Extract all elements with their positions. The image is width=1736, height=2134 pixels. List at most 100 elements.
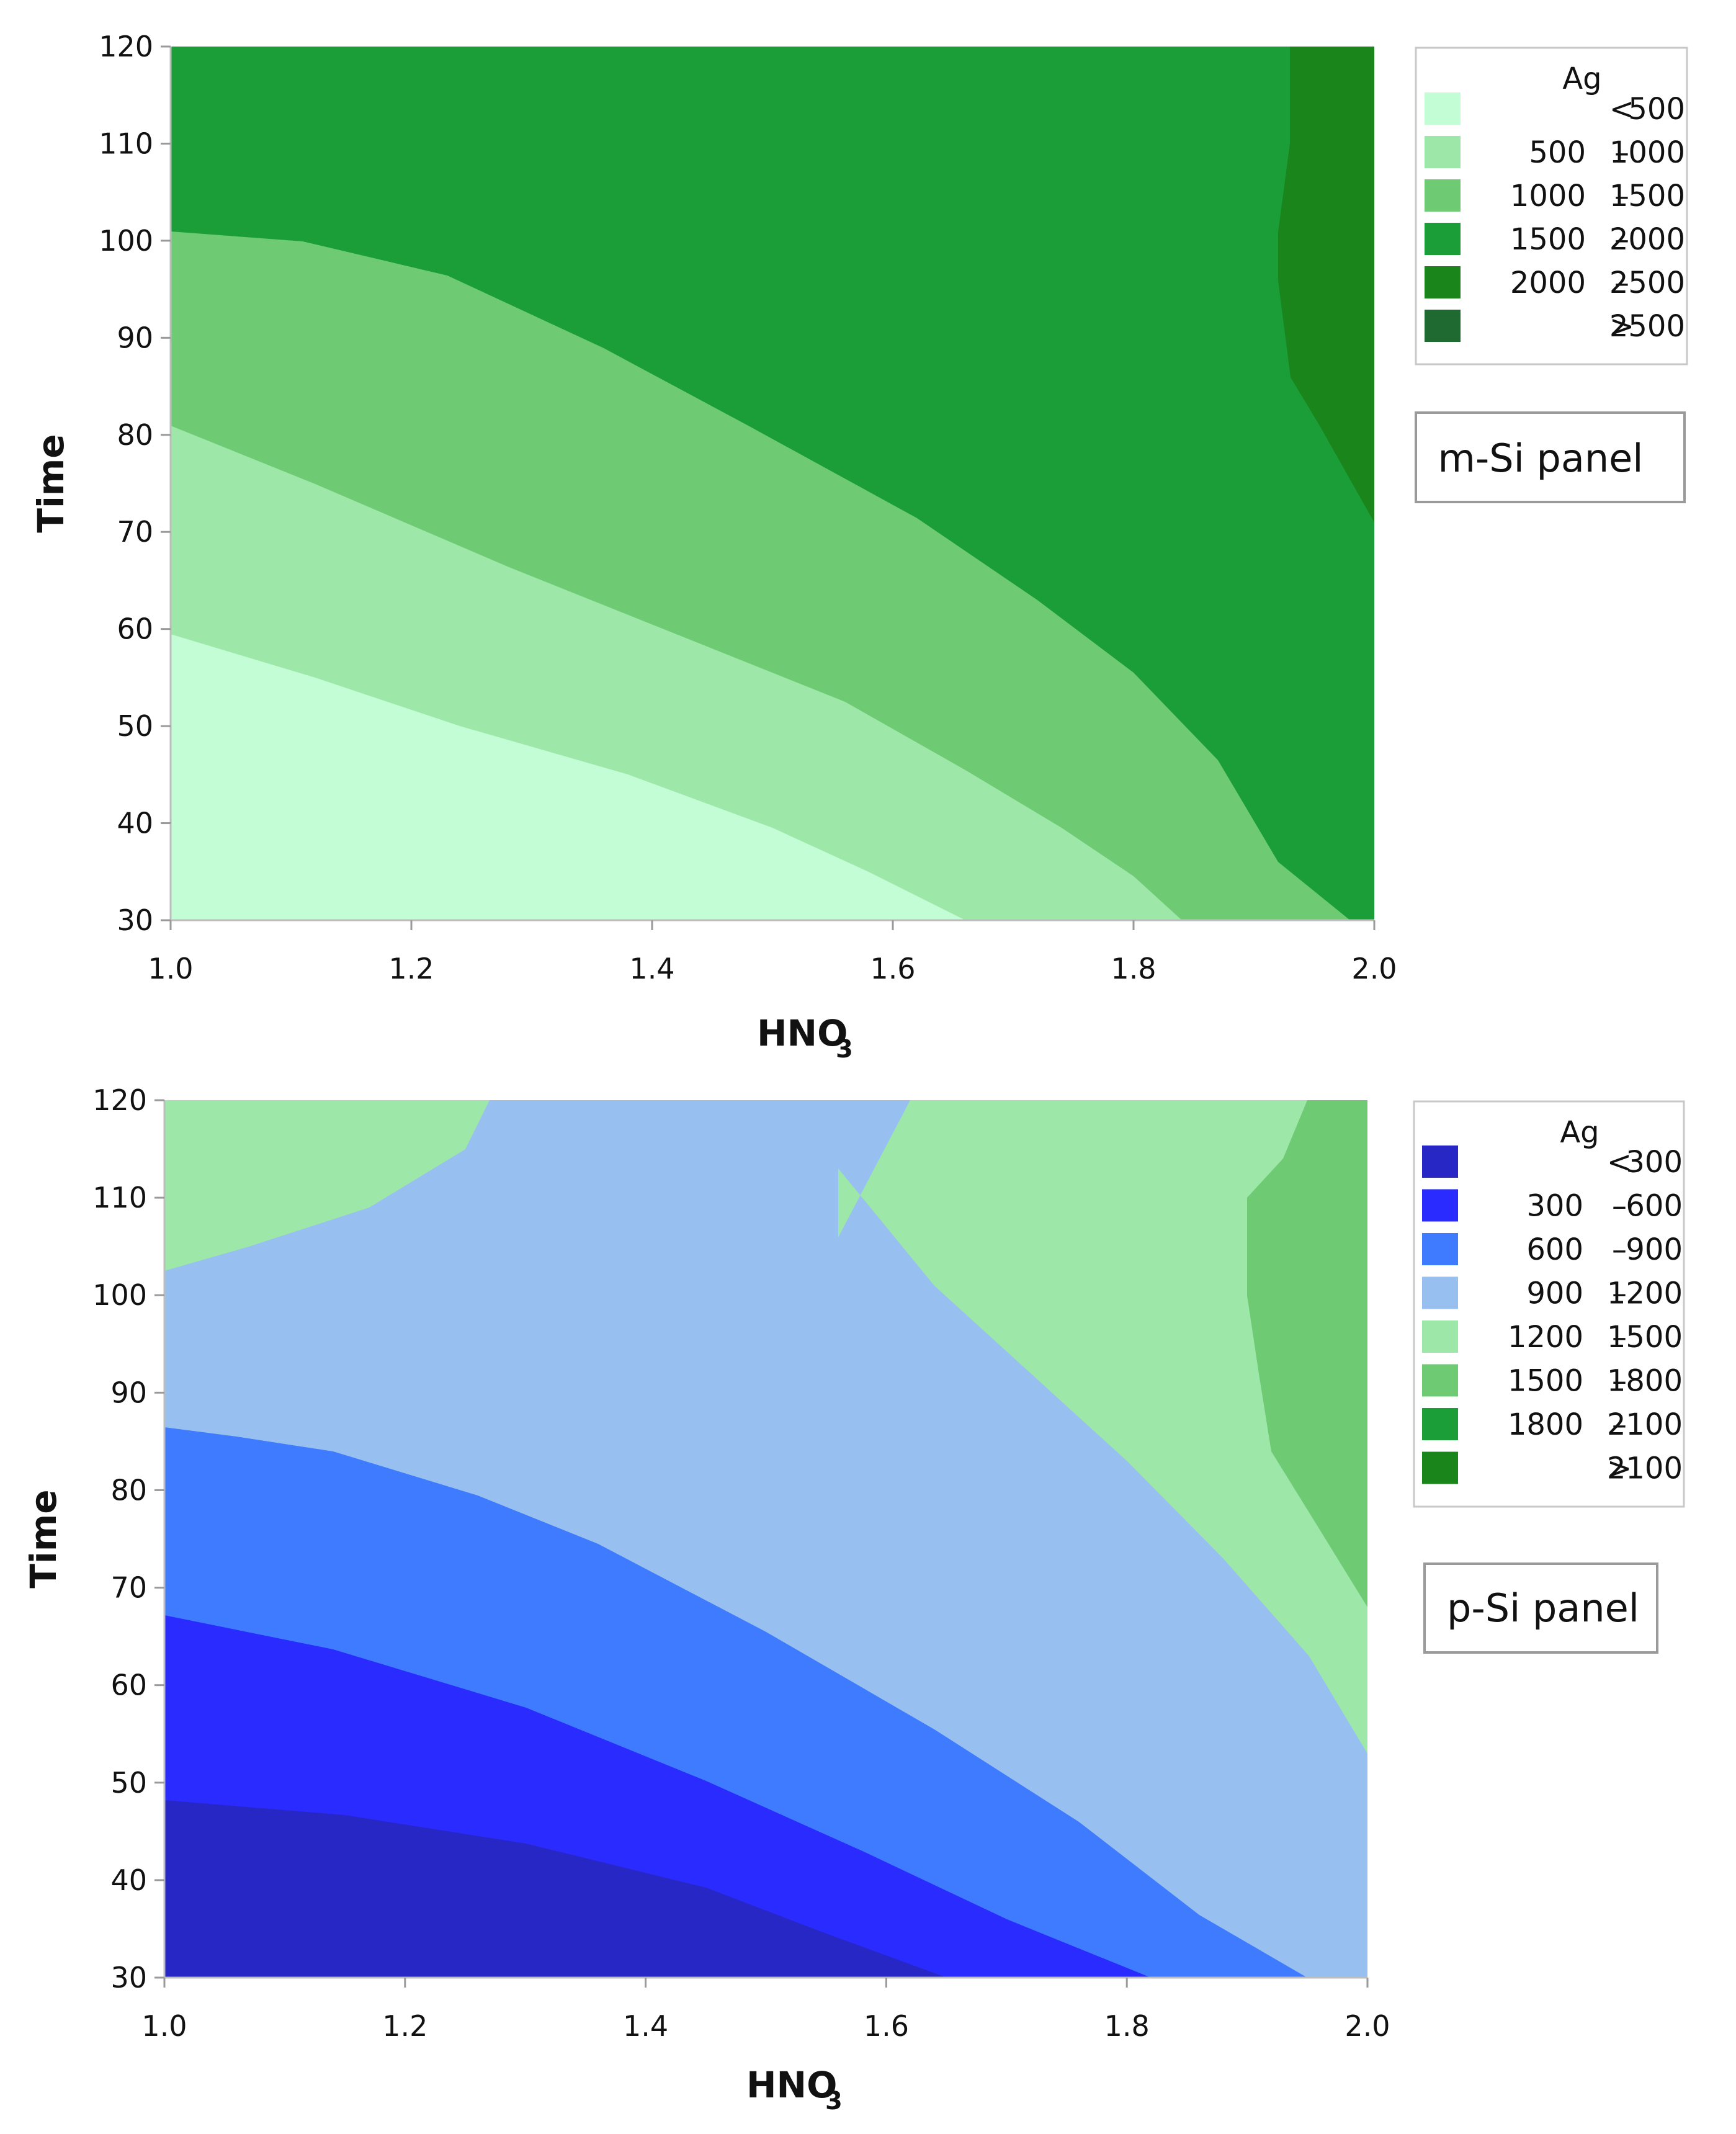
- m-si-note-box: m-Si panel: [1415, 411, 1686, 503]
- p-si-legend-swatch: [1422, 1276, 1458, 1309]
- m-si-legend-swatch: [1425, 179, 1461, 212]
- p-si-x-tick-label: 1.2: [382, 2009, 427, 2043]
- p-si-legend-swatch: [1422, 1451, 1458, 1484]
- p-si-legend-swatch: [1422, 1364, 1458, 1397]
- m-si-legend-separator: –: [1614, 222, 1629, 257]
- p-si-x-tick-label: 2.0: [1345, 2009, 1390, 2043]
- p-si-legend-low: 1200: [1508, 1320, 1583, 1355]
- m-si-legend-low: 1000: [1510, 179, 1586, 213]
- m-si-legend-title: Ag: [1562, 61, 1601, 96]
- p-si-legend-swatch: [1422, 1233, 1458, 1265]
- p-si-y-tick-label: 70: [110, 1571, 147, 1605]
- p-si-legend-low: 600: [1526, 1232, 1583, 1267]
- p-si-legend-low: 300: [1526, 1189, 1583, 1224]
- m-si-y-tick-label: 90: [117, 321, 153, 354]
- p-si-legend-separator: <: [1607, 1145, 1632, 1180]
- m-si-y-tick-label: 110: [99, 127, 153, 160]
- m-si-legend-low: 1500: [1510, 222, 1586, 257]
- m-si-y-tick-label: 60: [117, 612, 153, 646]
- p-si-legend-high: 1200: [1607, 1276, 1683, 1311]
- m-si-legend-separator: –: [1614, 266, 1629, 300]
- m-si-legend-separator: –: [1614, 179, 1629, 213]
- m-si-legend-swatch: [1425, 92, 1461, 125]
- p-si-x-tick-label: 1.6: [864, 2009, 909, 2043]
- p-si-x-tick-label: 1.8: [1104, 2009, 1150, 2043]
- m-si-x-axis-title-subscript: 3: [836, 1035, 853, 1064]
- p-si-legend-separator: –: [1612, 1320, 1627, 1355]
- m-si-legend-high: 2000: [1609, 222, 1685, 257]
- p-si-legend-separator: –: [1612, 1189, 1627, 1224]
- p-si-axes: 1.0 1.2 1.4 1.6 1.8 2.0 30 40 50 60 70 80 90 100 110 12…: [92, 1083, 1390, 2043]
- p-si-legend-high: 1800: [1607, 1364, 1683, 1399]
- m-si-x-tick-label: 1.0: [148, 952, 193, 985]
- m-si-note-label: m-Si panel: [1438, 436, 1643, 481]
- m-si-y-tick-label: 80: [117, 418, 153, 452]
- m-si-legend-high: 1500: [1609, 179, 1685, 213]
- m-si-contour-panel: 1.0 1.2 1.4 1.6 1.8 2.0 30 40 50 60 70 80 90 100 110 12…: [30, 30, 1688, 1064]
- m-si-region-lt-500: [171, 634, 965, 920]
- p-si-legend-separator: –: [1612, 1232, 1627, 1267]
- m-si-region-2000-2500: [1278, 47, 1374, 522]
- p-si-legend-high: 600: [1626, 1189, 1683, 1224]
- m-si-legend-separator: –: [1614, 135, 1629, 170]
- m-si-plot-area: [171, 47, 1374, 920]
- p-si-note-frame: [1423, 1562, 1658, 1654]
- p-si-legend-swatch: [1422, 1189, 1458, 1222]
- p-si-region-1200-1500-left: [164, 1100, 490, 1271]
- p-si-region-1200-1500-right: [838, 1100, 1367, 1754]
- p-si-x-axis-title-subscript: 3: [825, 2087, 843, 2115]
- m-si-y-tick-label: 40: [117, 807, 153, 840]
- p-si-y-tick-label: 80: [110, 1473, 147, 1507]
- p-si-x-tick-label: 1.4: [623, 2009, 668, 2043]
- m-si-x-tick-label: 1.6: [870, 952, 915, 985]
- p-si-legend-high: 2100: [1607, 1451, 1683, 1486]
- m-si-x-tick-label: 1.8: [1111, 952, 1156, 985]
- m-si-y-tick-label: 30: [117, 903, 153, 937]
- p-si-y-tick-label: 60: [110, 1669, 147, 1702]
- p-si-y-tick-label: 100: [92, 1278, 147, 1312]
- p-si-note-label: p-Si panel: [1447, 1585, 1639, 1631]
- m-si-x-tick-label: 2.0: [1351, 952, 1397, 985]
- m-si-x-tick-label: 1.4: [629, 952, 674, 985]
- p-si-note-box: p-Si panel: [1423, 1562, 1658, 1654]
- m-si-legend-swatch: [1425, 136, 1461, 168]
- m-si-axes: 1.0 1.2 1.4 1.6 1.8 2.0 30 40 50 60 70 80 90 100 110 12…: [99, 30, 1397, 985]
- m-si-legend-high: 500: [1628, 92, 1685, 127]
- p-si-legend-low: 1500: [1508, 1364, 1583, 1399]
- m-si-region-1500-2000-corner: [171, 47, 195, 56]
- m-si-legend-high: 2500: [1609, 309, 1685, 344]
- p-si-x-tick-label: 1.0: [141, 2009, 187, 2043]
- p-si-contour-panel: 1.0 1.2 1.4 1.6 1.8 2.0 30 40 50 60 70 80 90 100 110 12…: [22, 1083, 1685, 2115]
- p-si-y-axis-title: Time: [22, 1489, 65, 1588]
- p-si-legend-low: 1800: [1508, 1407, 1583, 1442]
- p-si-y-tick-label: 120: [92, 1083, 147, 1117]
- p-si-legend-frame: [1413, 1100, 1685, 1508]
- p-si-region-1500-1800: [1247, 1100, 1367, 1607]
- p-si-legend-separator: –: [1612, 1364, 1627, 1399]
- p-si-legend-title: Ag: [1560, 1115, 1599, 1150]
- p-si-y-tick-label: 110: [92, 1181, 147, 1214]
- p-si-legend-swatch: [1422, 1408, 1458, 1440]
- p-si-plot-area: [164, 1100, 1367, 1978]
- m-si-legend-separator: >: [1609, 309, 1634, 344]
- m-si-note-frame: [1415, 411, 1686, 503]
- m-si-legend-separator: <: [1609, 92, 1634, 127]
- p-si-y-tick-label: 90: [110, 1376, 147, 1409]
- p-si-legend-high: 900: [1626, 1232, 1683, 1267]
- m-si-x-axis-title: HNO: [757, 1012, 848, 1054]
- p-si-legend-swatch: [1422, 1145, 1458, 1178]
- m-si-y-tick-label: 70: [117, 515, 153, 549]
- m-si-legend-swatch: [1425, 310, 1461, 342]
- m-si-legend-low: 500: [1529, 135, 1586, 170]
- m-si-y-tick-label: 120: [99, 30, 153, 63]
- p-si-legend-high: 300: [1626, 1145, 1683, 1180]
- m-si-x-tick-label: 1.2: [388, 952, 434, 985]
- m-si-legend-frame: [1415, 47, 1688, 365]
- m-si-legend-low: 2000: [1510, 266, 1586, 300]
- p-si-y-tick-label: 40: [110, 1863, 147, 1897]
- p-si-y-tick-label: 50: [110, 1766, 147, 1800]
